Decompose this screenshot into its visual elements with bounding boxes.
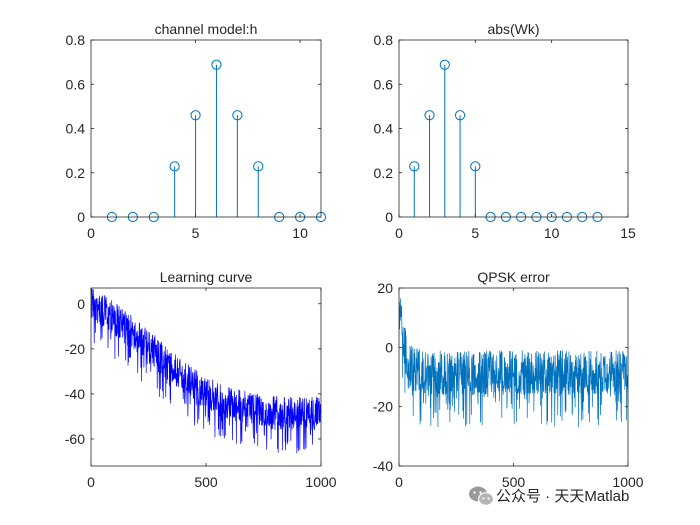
subplot-2: abs(Wk) 0 5 10 15 0 0.2 0.4 0.6 0.8 [374, 21, 636, 241]
y-tick-label: 0 [385, 209, 393, 225]
stem-marker [190, 110, 201, 121]
y-tick-label: 0.8 [66, 32, 86, 48]
series-group [106, 59, 327, 223]
stem-marker [454, 110, 466, 121]
series-group [409, 59, 603, 223]
stem-marker [424, 110, 435, 121]
chart-title: QPSK error [477, 269, 550, 285]
chart-title: Learning curve [160, 269, 253, 285]
watermark-text: 公众号 · 天天Matlab [496, 488, 629, 505]
y-tick-label: 0.4 [374, 121, 394, 137]
x-tick-label: 1000 [612, 474, 643, 490]
subplot-1: channel model:h 0 5 10 0 0.2 0.4 0.6 0.8 [66, 21, 327, 241]
watermark: 公众号 · 天天Matlab [469, 486, 629, 506]
axes-box [90, 39, 322, 218]
stem-marker [470, 161, 481, 172]
y-tick-label: -20 [65, 341, 85, 357]
chart-title: abs(Wk) [487, 21, 539, 37]
x-tick-label: 0 [87, 225, 95, 241]
series-group [90, 287, 322, 454]
y-tick-label: -40 [373, 458, 393, 474]
stem-marker [253, 161, 264, 172]
subplot-4: QPSK error 0 500 1000 -40 -20 0 20 [373, 269, 644, 490]
axes-box [398, 39, 629, 218]
y-tick-label: -40 [65, 386, 85, 402]
x-tick-label: 10 [292, 225, 308, 241]
stem-marker [409, 161, 420, 172]
y-tick-label: -60 [65, 431, 85, 447]
x-tick-label: 1000 [305, 474, 336, 490]
chart-title: channel model:h [155, 21, 258, 37]
y-tick-label: 0.2 [66, 165, 86, 181]
x-tick-label: 15 [620, 225, 636, 241]
y-tick-label: 0.4 [66, 121, 86, 137]
y-tick-label: 0 [77, 209, 85, 225]
y-tick-label: 0 [77, 296, 85, 312]
x-tick-label: 500 [194, 474, 218, 490]
x-tick-label: 5 [471, 225, 479, 241]
y-tick-label: 0.6 [66, 76, 86, 92]
y-tick-label: 0 [385, 339, 393, 355]
stem-marker [169, 161, 180, 172]
wechat-logo-icon [469, 486, 495, 506]
stem-marker [211, 59, 222, 70]
y-tick-label: -20 [373, 399, 393, 415]
x-tick-label: 0 [395, 225, 403, 241]
stem-marker [232, 110, 243, 121]
x-tick-label: 500 [502, 474, 526, 490]
x-tick-label: 5 [192, 225, 200, 241]
x-tick-label: 10 [544, 225, 560, 241]
series-line [398, 298, 629, 428]
y-tick-label: 0.8 [374, 32, 394, 48]
x-tick-label: 0 [395, 474, 403, 490]
series-group [398, 298, 629, 428]
y-tick-label: 20 [377, 280, 393, 296]
y-tick-label: 0.6 [374, 76, 394, 92]
y-tick-label: 0.2 [374, 165, 394, 181]
stem-marker [439, 59, 450, 70]
subplot-3: Learning curve 0 500 1000 -60 -40 -20 0 [65, 269, 337, 490]
x-tick-label: 0 [87, 474, 95, 490]
series-line [90, 287, 322, 454]
